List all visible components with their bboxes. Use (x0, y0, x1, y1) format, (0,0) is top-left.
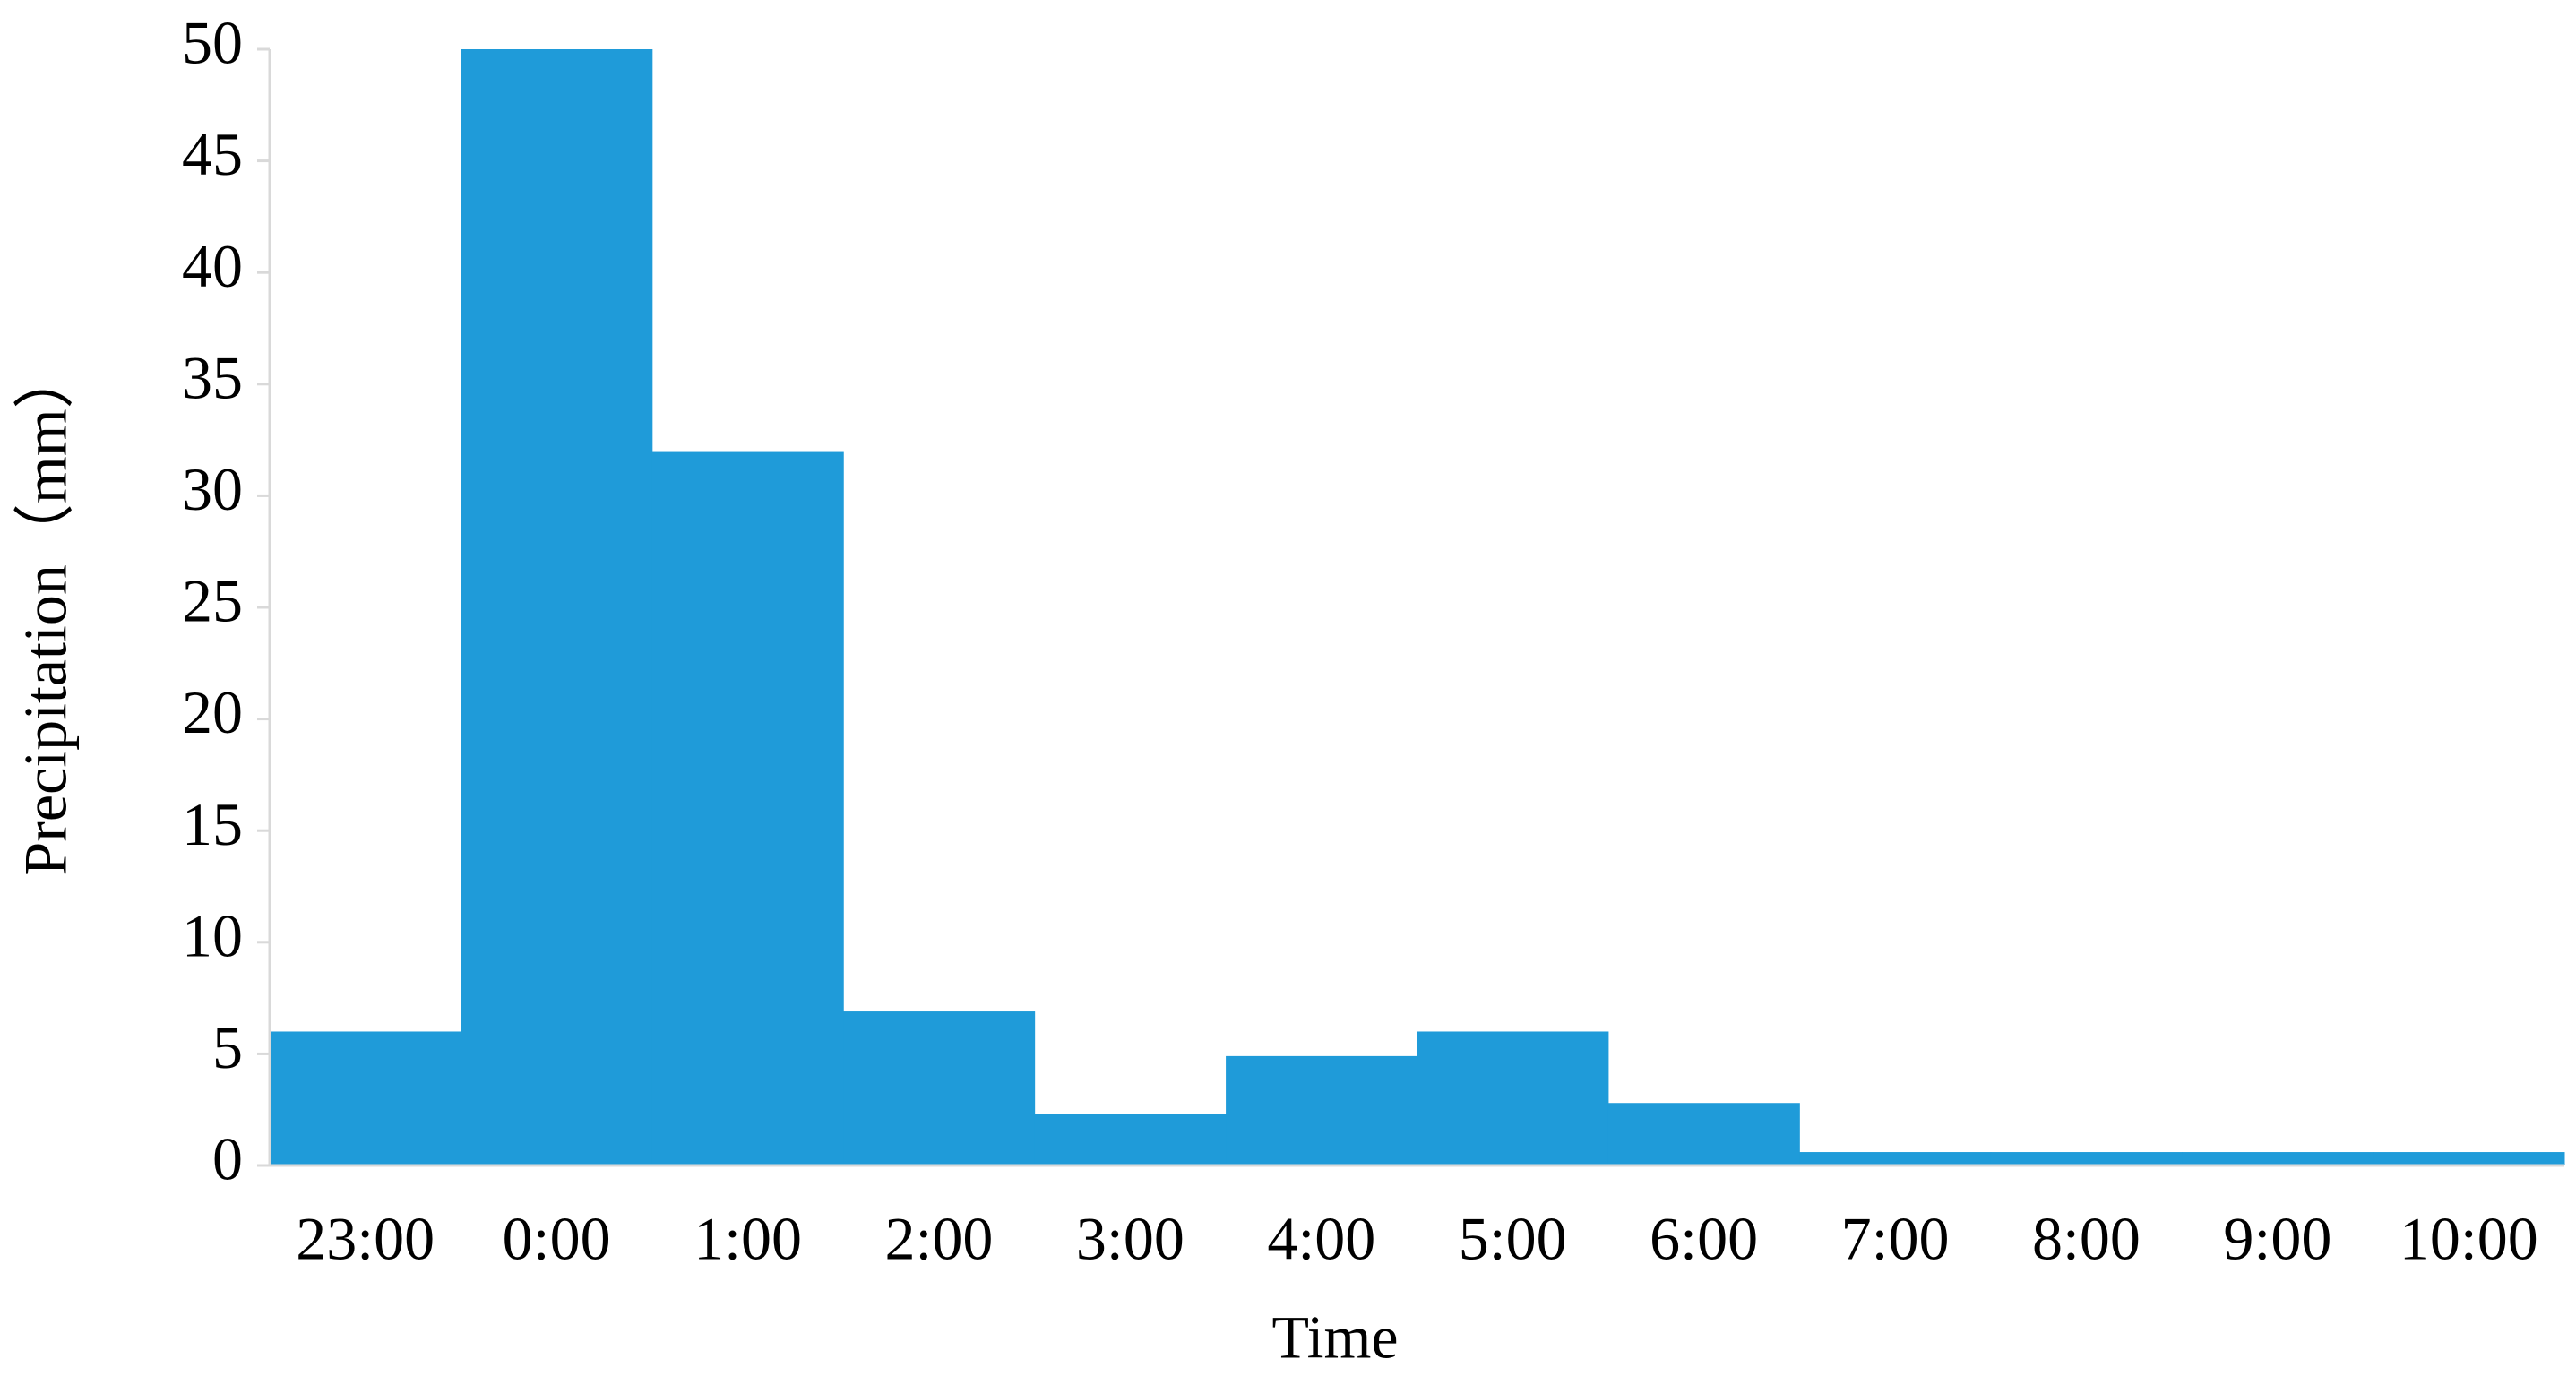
bar (843, 1011, 1036, 1165)
y-tick-label: 30 (182, 455, 243, 523)
x-tick-label: 10:00 (2399, 1205, 2538, 1273)
bar (2373, 1152, 2565, 1165)
y-tick-label: 5 (212, 1013, 243, 1081)
bar (1607, 1103, 1800, 1165)
y-tick-label: 10 (182, 901, 243, 969)
bar (2182, 1152, 2374, 1165)
x-tick-label: 6:00 (1650, 1205, 1758, 1273)
x-tick-label: 8:00 (2032, 1205, 2141, 1273)
x-axis-title: Time (1271, 1303, 1398, 1372)
y-tick-label: 25 (182, 567, 243, 635)
bar (270, 1031, 461, 1165)
bar (1799, 1152, 1992, 1165)
x-tick-label: 0:00 (503, 1205, 611, 1273)
y-tick-label: 35 (182, 343, 243, 411)
x-tick-label: 7:00 (1841, 1205, 1950, 1273)
bar (1226, 1055, 1417, 1165)
x-tick-label: 3:00 (1076, 1205, 1185, 1273)
bar (461, 49, 653, 1165)
y-tick-label: 40 (182, 232, 243, 300)
y-tick-label: 0 (212, 1125, 243, 1193)
y-tick-label: 15 (182, 790, 243, 858)
bar (1034, 1114, 1227, 1165)
y-axis-title: Precipitation（mm） (12, 348, 80, 875)
x-tick-label: 23:00 (296, 1205, 435, 1273)
x-tick-label: 5:00 (1459, 1205, 1567, 1273)
x-tick-label: 2:00 (885, 1205, 994, 1273)
x-tick-label: 4:00 (1267, 1205, 1375, 1273)
bar (1417, 1031, 1609, 1165)
bar (1990, 1152, 2183, 1165)
x-tick-label: 9:00 (2223, 1205, 2331, 1273)
bar (651, 451, 844, 1165)
x-tick-label: 1:00 (694, 1205, 802, 1273)
y-tick-label: 45 (182, 120, 243, 188)
y-tick-label: 50 (182, 9, 243, 77)
y-tick-label: 20 (182, 678, 243, 746)
